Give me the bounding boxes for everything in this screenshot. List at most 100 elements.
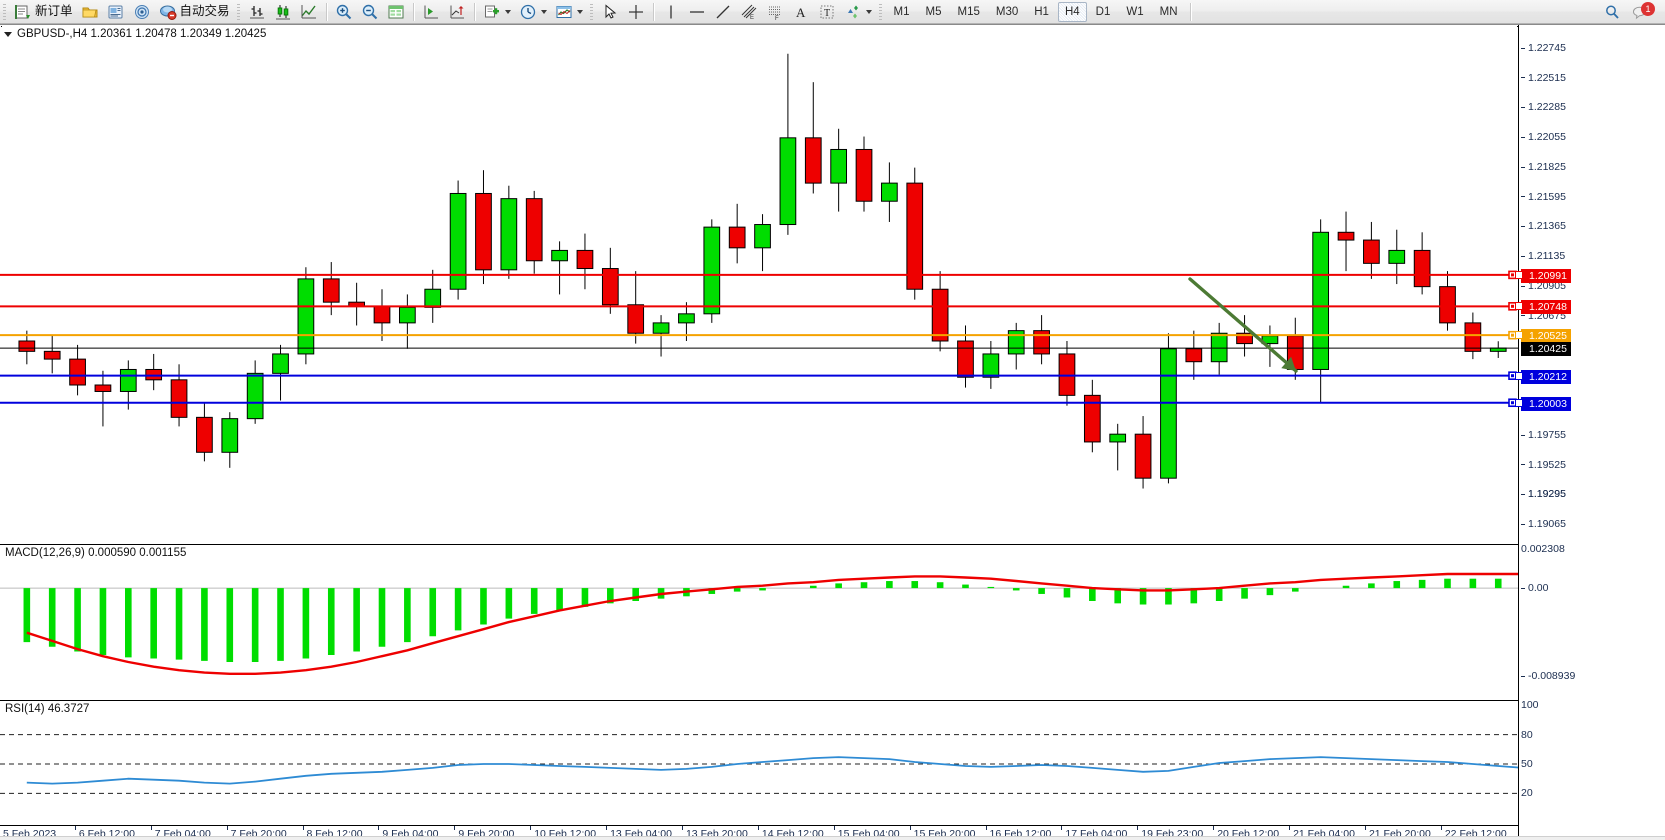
toolbar-grip[interactable]: [1, 2, 8, 21]
templates-button[interactable]: [551, 1, 587, 23]
time-tick-mark: [1364, 826, 1366, 830]
rsi-axis-tick-3: 20: [1521, 788, 1533, 799]
chevron-down-icon[interactable]: [4, 31, 12, 37]
chart-shift-button[interactable]: [444, 1, 470, 23]
axis-tick-mark: [1521, 464, 1525, 466]
equidistant-channel-icon: E: [741, 4, 756, 21]
axis-tick-label: 0.00: [1528, 582, 1549, 595]
chevron-down-icon[interactable]: [504, 9, 511, 14]
macd-pane[interactable]: MACD(12,26,9) 0.000590 0.001155: [0, 545, 1518, 700]
timeframe-grip[interactable]: [876, 2, 884, 21]
data-window-button[interactable]: [383, 1, 409, 23]
chevron-down-icon[interactable]: [540, 9, 547, 14]
axis-tick-label: 1.19295: [1528, 488, 1566, 501]
price-axis-tick-6: 1.21365: [1521, 220, 1566, 233]
axis-tick-label: 1.21825: [1528, 160, 1566, 173]
autotrading-button[interactable]: 自动交易: [155, 1, 234, 23]
bar-chart-button[interactable]: [244, 1, 270, 23]
axis-tick-mark: [1521, 166, 1525, 168]
axis-tick-mark: [1521, 434, 1525, 436]
price-level-handle[interactable]: [1515, 270, 1523, 279]
axis-tick-label: 1.21135: [1528, 250, 1566, 263]
svg-text:E: E: [750, 15, 754, 21]
price-level-pill-last-price[interactable]: 1.20425: [1521, 342, 1571, 357]
timeframe-mn[interactable]: MN: [1159, 5, 1178, 18]
price-level-pill-resistance[interactable]: 1.20748: [1521, 300, 1571, 315]
new-order-button[interactable]: 新订单: [10, 1, 77, 23]
zoom-in-button[interactable]: [331, 1, 357, 23]
period-button[interactable]: [515, 1, 551, 23]
price-level-handle[interactable]: [1515, 331, 1523, 340]
tools-grip[interactable]: [587, 2, 595, 21]
horizontal-line-button[interactable]: [684, 1, 710, 23]
news-button[interactable]: [103, 1, 129, 23]
zoom-in-icon: [336, 4, 351, 19]
timeframe-h4[interactable]: H4: [1057, 1, 1087, 22]
folder-button[interactable]: [77, 1, 103, 23]
timeframe-h1[interactable]: H1: [1034, 5, 1049, 18]
axis-tick-mark: [1521, 47, 1525, 49]
price-axis-tick-11: 1.19525: [1521, 459, 1566, 470]
time-tick-mark: [74, 826, 76, 830]
axis-tick-label: 1.21365: [1528, 220, 1566, 233]
price-axis-tick-12: 1.19295: [1521, 488, 1566, 501]
alerts-button[interactable]: 1: [1631, 1, 1655, 21]
axis-tick-label: 1.22055: [1528, 131, 1566, 144]
period-icon: [520, 4, 535, 19]
svg-text:F: F: [775, 16, 779, 21]
scroll-end-button[interactable]: [418, 1, 444, 23]
timeframe-m30[interactable]: M30: [995, 5, 1019, 18]
add-indicator-button[interactable]: [479, 1, 515, 23]
search-icon[interactable]: [1603, 3, 1621, 21]
rsi-pane[interactable]: RSI(14) 46.3727: [0, 701, 1518, 825]
crosshair-button[interactable]: [623, 1, 649, 23]
price-level-handle[interactable]: [1515, 371, 1523, 380]
candlestick-chart-button[interactable]: [270, 1, 296, 23]
svg-text:T: T: [824, 8, 830, 19]
time-tick-mark: [1061, 826, 1063, 830]
price-pane[interactable]: [0, 27, 1518, 545]
line-chart-button[interactable]: [296, 1, 322, 23]
timeframe-m15[interactable]: M15: [957, 5, 980, 18]
timeframe-d1[interactable]: D1: [1095, 5, 1111, 18]
time-tick-mark: [985, 826, 987, 830]
zoom-out-button[interactable]: [357, 1, 383, 23]
alerts-badge: 1: [1641, 1, 1655, 16]
price-level-pill-resistance[interactable]: 1.20991: [1521, 268, 1571, 283]
price-axis-tick-4: 1.21825: [1521, 162, 1566, 172]
autotrading-label: 自动交易: [179, 4, 230, 19]
time-tick-mark: [226, 826, 228, 830]
price-level-handle[interactable]: [1515, 398, 1523, 407]
price-level-handle[interactable]: [1515, 302, 1523, 311]
equidistant-channel-button[interactable]: E: [736, 1, 762, 23]
signal-button[interactable]: [129, 1, 155, 23]
cursor-button[interactable]: [597, 1, 623, 23]
price-axis-tick-1: 1.22515: [1521, 72, 1566, 83]
axis-tick-label: 1.22285: [1528, 101, 1566, 114]
symbol-header[interactable]: GBPUSD-,H4 1.20361 1.20478 1.20349 1.204…: [4, 28, 266, 40]
price-level-pill-support[interactable]: 1.20212: [1521, 369, 1571, 384]
signal-icon: [134, 4, 149, 19]
text-label-button[interactable]: T: [814, 1, 840, 23]
svg-text:A: A: [796, 5, 806, 20]
rsi-pane-divider: [0, 700, 1518, 701]
timeframe-m1[interactable]: M1: [893, 5, 910, 18]
axis-tick-mark: [1521, 77, 1525, 79]
fibonacci-button[interactable]: F: [762, 1, 788, 23]
timeframe-w1[interactable]: W1: [1126, 5, 1144, 18]
vertical-line-button[interactable]: [658, 1, 684, 23]
trendline-button[interactable]: [710, 1, 736, 23]
chart-area[interactable]: GBPUSD-,H4 1.20361 1.20478 1.20349 1.204…: [0, 24, 1665, 840]
shapes-button[interactable]: [840, 1, 876, 23]
timeframe-m5[interactable]: M5: [925, 5, 942, 18]
axis-tick-mark: [1521, 315, 1525, 317]
price-level-pill-support[interactable]: 1.20003: [1521, 396, 1571, 411]
text-button[interactable]: A: [788, 1, 814, 23]
chart-type-grip[interactable]: [234, 2, 242, 21]
chevron-down-icon[interactable]: [576, 9, 583, 14]
time-tick-mark: [378, 826, 380, 830]
chevron-down-icon[interactable]: [865, 9, 872, 14]
price-level-pill-pivot[interactable]: 1.20525: [1521, 329, 1571, 344]
macd-chart-canvas: [0, 572, 1518, 676]
axis-tick-mark: [1521, 255, 1525, 257]
